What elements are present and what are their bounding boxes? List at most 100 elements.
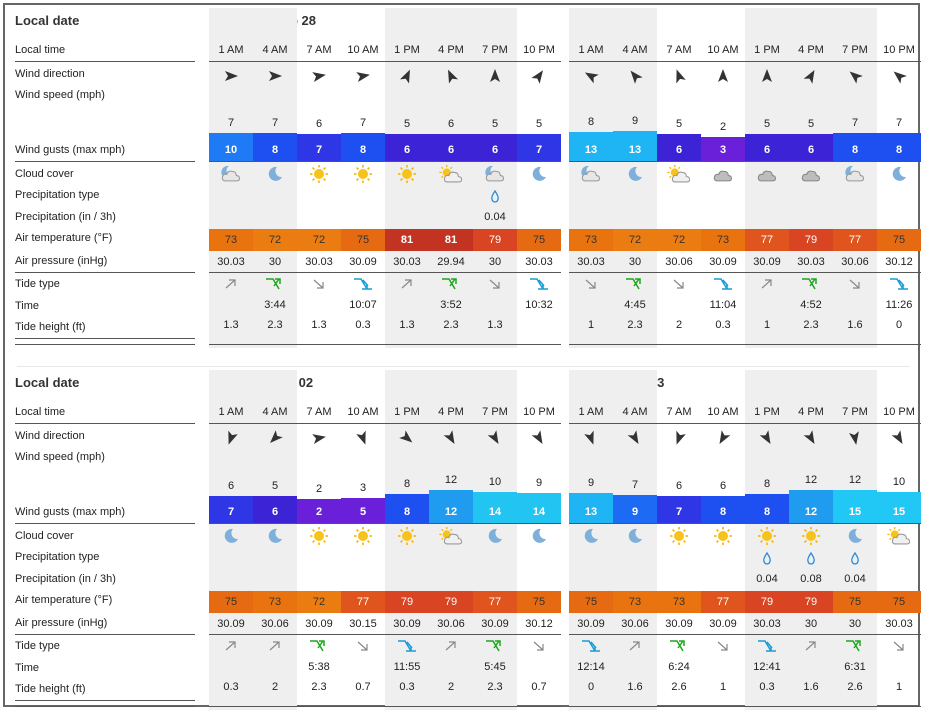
gust-divider <box>569 523 921 524</box>
row-label-text: Tide height <box>15 683 70 695</box>
tide-rising-icon <box>209 638 253 654</box>
wind-direction-arrow-icon <box>789 429 833 447</box>
wind-speed-value: 6 <box>447 118 455 130</box>
wind-direction-arrow-icon <box>613 67 657 85</box>
air-temperature-value: 77 <box>341 591 385 613</box>
precip-type-empty <box>657 550 701 566</box>
sun-icon <box>701 526 745 546</box>
row-divider <box>15 706 195 707</box>
precip-type-empty <box>209 550 253 566</box>
tide-high-icon <box>657 638 701 654</box>
tide-height-value <box>517 317 561 333</box>
tide-height-value: 2.3 <box>803 319 819 331</box>
tide-falling-icon <box>569 276 613 292</box>
hour-column: 1 PM 8 8 79 30.09 11:55 0.3 <box>385 370 429 710</box>
row-label-wind-direction: Wind direction <box>15 430 85 442</box>
tide-divider <box>209 706 561 707</box>
hour-column: 4 AM 7 9 73 30.06 1.6 <box>613 370 657 710</box>
row-label-text: Air pressure <box>15 617 75 629</box>
precipitation-value <box>569 209 613 225</box>
forecast-frame: Local date Local time Wind direction Wind s… <box>3 3 921 710</box>
row-labels-top: Local date Local time Wind direction Wind s… <box>15 8 197 348</box>
wind-speed-value: 5 <box>491 118 499 130</box>
wind-speed-bar <box>701 137 745 139</box>
hour-column: 10 PM 7 8 75 30.12 11:26 0 <box>877 8 921 348</box>
tide-high-icon <box>253 276 297 292</box>
hour-column: 10 AM 7 8 75 30.09 10:07 0.3 <box>341 8 385 348</box>
row-label-text: Wind direction <box>15 68 85 80</box>
tide-time-value <box>569 297 613 313</box>
pressure-divider <box>209 634 561 635</box>
sun-cloud-icon <box>877 526 921 546</box>
wind-gust-value: 6 <box>657 139 701 161</box>
tide-time-value <box>473 297 517 313</box>
wind-speed-bar <box>473 134 517 139</box>
hour-label: 7 AM <box>666 44 692 56</box>
hour-column: 7 AM 2 2 72 30.09 5:38 2.3 <box>297 370 341 710</box>
hour-label: 7 PM <box>482 44 508 56</box>
hour-column: 10 AM 2 3 73 30.09 11:04 0.3 <box>701 8 745 348</box>
tide-height-value: 0.7 <box>531 681 547 693</box>
tide-time-value <box>613 659 657 675</box>
tide-height-value: 2 <box>447 681 455 693</box>
hour-label: 1 PM <box>394 44 420 56</box>
air-pressure-value: 30.06 <box>261 618 289 630</box>
local-date-label: Local date <box>15 13 80 28</box>
sun-icon <box>341 526 385 546</box>
wind-speed-bar <box>613 495 657 501</box>
moon-cloud-icon <box>209 164 253 184</box>
air-temperature-value: 72 <box>613 229 657 251</box>
row-divider <box>15 634 195 635</box>
time-divider <box>701 61 745 62</box>
tide-time-value: 11:04 <box>709 299 737 311</box>
precip-type-empty <box>789 188 833 204</box>
wind-direction-arrow-icon <box>429 67 473 85</box>
precipitation-value <box>429 571 473 587</box>
wind-direction-arrow-icon <box>209 67 253 85</box>
hour-label: 10 AM <box>707 406 739 418</box>
wind-gust-value: 8 <box>745 501 789 523</box>
tide-height-value: 1 <box>719 681 727 693</box>
air-pressure-value: 30.09 <box>709 618 737 630</box>
wind-direction-arrow-icon <box>473 67 517 85</box>
tide-rising-icon <box>745 276 789 292</box>
sun-icon <box>297 164 341 184</box>
air-pressure-value: 30.06 <box>621 618 649 630</box>
wind-speed-value: 3 <box>359 482 367 494</box>
wind-speed-bar <box>253 133 297 139</box>
air-pressure-value: 30.03 <box>525 256 553 268</box>
time-divider <box>833 61 877 62</box>
precip-type-empty <box>297 188 341 204</box>
row-label-unit: (mph) <box>76 89 105 101</box>
precipitation-value <box>701 571 745 587</box>
row-label-wind-direction: Wind direction <box>15 68 85 80</box>
wind-gust-value: 8 <box>253 139 297 161</box>
wind-gust-value: 10 <box>209 139 253 161</box>
wind-speed-bar <box>657 134 701 139</box>
air-temperature-value: 79 <box>745 591 789 613</box>
tide-height-value: 1.3 <box>399 319 415 331</box>
wind-direction-arrow-icon <box>657 67 701 85</box>
wind-gust-value: 7 <box>297 139 341 161</box>
rain-drop-icon <box>789 550 833 566</box>
wind-gust-value: 8 <box>341 139 385 161</box>
hour-column: 10 AM 6 8 77 30.09 1 <box>701 370 745 710</box>
tide-time-value <box>341 659 385 675</box>
row-label-text: Precipitation <box>15 573 76 585</box>
gust-divider <box>569 161 921 162</box>
tide-time-value <box>877 659 921 675</box>
precipitation-value <box>789 209 833 225</box>
row-label-text: Cloud cover <box>15 530 74 542</box>
hour-column: 1 AM 8 13 73 30.03 1 <box>569 8 613 348</box>
time-divider <box>385 423 429 424</box>
tide-height-value: 0.3 <box>715 319 731 331</box>
hour-column: 1 AM 9 13 75 30.09 12:14 0 <box>569 370 613 710</box>
tide-time-value <box>701 659 745 675</box>
wind-gust-value: 12 <box>789 501 833 523</box>
precipitation-value <box>253 209 297 225</box>
precip-type-empty <box>297 550 341 566</box>
hour-label: 4 PM <box>438 406 464 418</box>
air-pressure-value: 30.06 <box>665 256 693 268</box>
row-label-unit: (inHg) <box>77 617 108 629</box>
sun-icon <box>745 526 789 546</box>
